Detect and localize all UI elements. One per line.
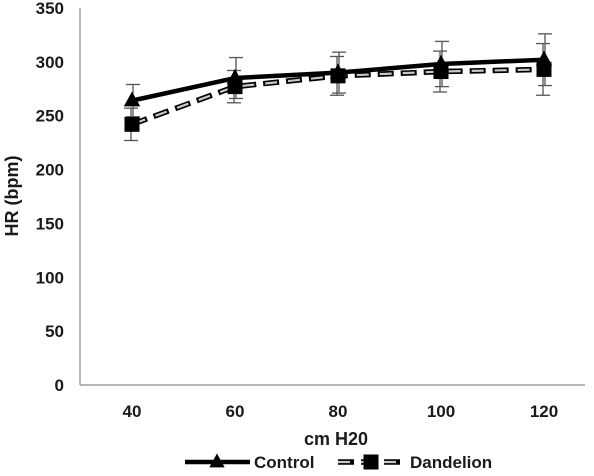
y-tick-label: 250 <box>36 107 64 126</box>
x-tick-label: 40 <box>123 402 142 421</box>
y-tick-label: 50 <box>45 322 64 341</box>
y-tick-label: 150 <box>36 214 64 233</box>
error-bars-dandelion <box>124 42 550 142</box>
y-tick-labels: 0 50 100 150 200 250 300 350 <box>36 0 64 395</box>
data-point-dandelion <box>124 116 140 132</box>
data-point-control <box>535 50 553 66</box>
x-tick-label: 120 <box>530 402 558 421</box>
markers-control <box>123 50 553 107</box>
data-point-control <box>123 91 141 107</box>
y-tick-label: 0 <box>55 376 64 395</box>
axes <box>79 8 585 386</box>
x-tick-label: 100 <box>427 402 455 421</box>
legend-marker-dandelion <box>363 454 379 470</box>
x-tick-labels: 40 60 80 100 120 <box>123 402 559 421</box>
legend-label-dandelion: Dandelion <box>410 453 492 471</box>
y-axis-title: HR (bpm) <box>2 156 22 237</box>
legend-item-dandelion: Dandelion <box>338 453 492 472</box>
x-tick-label: 60 <box>226 402 245 421</box>
legend-marker-control <box>209 453 225 468</box>
y-tick-label: 100 <box>36 268 64 287</box>
y-tick-label: 200 <box>36 161 64 180</box>
legend-item-control: Control <box>185 453 314 472</box>
data-point-control <box>432 54 450 70</box>
x-tick-label: 80 <box>329 402 348 421</box>
legend-label-control: Control <box>254 453 314 471</box>
y-tick-label: 300 <box>36 53 64 72</box>
series-layer <box>123 33 553 142</box>
y-tick-label: 350 <box>36 0 64 18</box>
legend: Control Dandelion <box>185 453 492 472</box>
x-axis-title: cm H20 <box>304 429 368 449</box>
data-point-control <box>226 68 244 84</box>
data-point-control <box>329 63 347 79</box>
